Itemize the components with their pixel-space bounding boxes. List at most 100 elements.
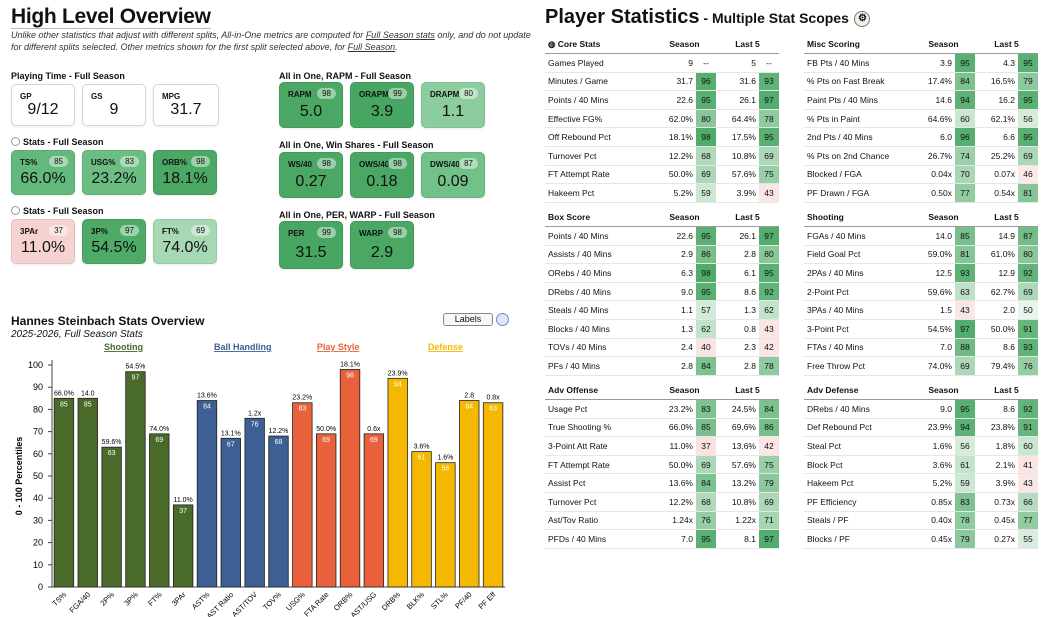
last5-percentile: 43 (759, 183, 779, 203)
season-percentile: 95 (696, 529, 716, 549)
stat-name: % Pts on Fast Break (804, 72, 912, 92)
season-header[interactable]: Season (653, 208, 716, 228)
card-value: 74.0% (162, 239, 208, 256)
bar-pf-40 (459, 400, 480, 588)
last5-percentile: 78 (759, 356, 779, 376)
last5-percentile: 62 (759, 300, 779, 321)
season-value: 14.0 (912, 226, 955, 246)
group-label-defense[interactable]: Defense (428, 342, 463, 352)
table-advo: Adv Offense Season Last 5 Usage Pct 23.2% 83 2… (545, 381, 779, 549)
table-shoot: Shooting Season Last 5 FGAs / 40 Mins 14.0 85… (804, 208, 1038, 376)
last5-percentile: 80 (759, 245, 779, 265)
season-percentile: 84 (696, 473, 716, 494)
stat-name: FB Pts / 40 Mins (804, 53, 912, 73)
stat-name: Hakeem Pct (804, 473, 912, 494)
bar-ft- (149, 433, 170, 588)
last5-value: 31.6 (716, 72, 759, 92)
y-tick-label: 100 (28, 360, 43, 370)
season-percentile: 93 (955, 263, 975, 283)
last5-header[interactable]: Last 5 (716, 208, 779, 228)
table-row: True Shooting % 66.0% 85 69.6% 86 (545, 418, 779, 438)
table-title: ◍ Core Stats (545, 35, 653, 55)
season-value: 1.5 (912, 300, 955, 321)
season-percentile: 88 (955, 338, 975, 358)
group-label-play-style[interactable]: Play Style (317, 342, 360, 352)
last5-header[interactable]: Last 5 (716, 381, 779, 401)
season-header[interactable]: Season (912, 208, 975, 228)
season-header[interactable]: Season (653, 35, 716, 55)
season-header[interactable]: Season (653, 381, 716, 401)
stat-name: Minutes / Game (545, 72, 653, 92)
overview-note: Unlike other statistics that adjust with… (11, 30, 531, 52)
table-row: Free Throw Pct 74.0% 69 79.4% 76 (804, 356, 1038, 376)
stat-name: % Pts on 2nd Chance (804, 146, 912, 166)
season-percentile: 69 (955, 356, 975, 376)
last5-header[interactable]: Last 5 (975, 208, 1038, 228)
last5-percentile: 95 (759, 263, 779, 283)
last5-header[interactable]: Last 5 (975, 35, 1038, 55)
stats-title-2[interactable]: Stats - Full Season (11, 206, 104, 216)
season-percentile: 95 (696, 226, 716, 246)
table-row: 3PAs / 40 Mins 1.5 43 2.0 50 (804, 300, 1038, 321)
table-row: Ast/Tov Ratio 1.24x 76 1.22x 71 (545, 511, 779, 531)
bar-stl- (435, 462, 456, 588)
stat-name: FGAs / 40 Mins (804, 226, 912, 246)
bar-3par (172, 504, 194, 588)
table-row: Turnover Pct 12.2% 68 10.8% 69 (545, 492, 779, 512)
last5-value: 1.22x (716, 511, 759, 531)
table-row: Minutes / Game 31.7 96 31.6 93 (545, 72, 779, 92)
y-axis-label: 0 - 100 Percentiles (14, 437, 24, 516)
stats-title-1[interactable]: Stats - Full Season (11, 137, 104, 147)
last5-header[interactable]: Last 5 (716, 35, 779, 55)
labels-button[interactable]: Labels (443, 313, 493, 326)
stats2-card-ft-: FT% 69 74.0% (153, 219, 217, 264)
last5-header[interactable]: Last 5 (975, 381, 1038, 401)
card-percentile: 98 (317, 158, 336, 169)
group-label-ball-handling[interactable]: Ball Handling (214, 342, 272, 352)
season-percentile: 80 (696, 109, 716, 129)
note-link-full-season[interactable]: Full Season (347, 41, 396, 52)
table-row: Paint Pts / 40 Mins 14.6 94 16.2 95 (804, 90, 1038, 110)
last5-percentile: 41 (1018, 455, 1038, 475)
note-link-full-season-stats[interactable]: Full Season stats (365, 30, 435, 40)
season-value: 9 (653, 53, 696, 73)
y-tick-label: 70 (33, 427, 43, 437)
group-label-shooting[interactable]: Shooting (104, 342, 143, 352)
season-value: 0.50x (912, 183, 955, 203)
stat-name: FT Attempt Rate (545, 165, 653, 185)
season-value: 54.5% (912, 319, 955, 339)
last5-percentile: 92 (759, 282, 779, 302)
stat-name: Field Goal Pct (804, 245, 912, 265)
season-header[interactable]: Season (912, 35, 975, 55)
season-header[interactable]: Season (912, 381, 975, 401)
season-percentile: 84 (955, 72, 975, 92)
season-percentile: 40 (696, 338, 716, 358)
card-label: DRAPM (430, 90, 460, 99)
card-label: USG% (91, 158, 116, 167)
stat-name: PFs / 40 Mins (545, 356, 653, 376)
radio-icon[interactable] (11, 206, 20, 215)
radio-icon[interactable] (11, 137, 20, 146)
last5-value: 57.6% (716, 455, 759, 475)
gp-card: GP 9/12 (11, 84, 75, 126)
season-value: 18.1% (653, 127, 696, 148)
player-stats-title: Player Statistics - Multiple Stat Scopes… (545, 6, 871, 29)
help-icon[interactable]: ⚙ (854, 11, 871, 27)
table-core: ◍ Core Stats Season Last 5 Games Played 9 -- 5… (545, 35, 779, 203)
bar-percentile-label: 83 (298, 406, 306, 413)
stat-name: Def Rebound Pct (804, 418, 912, 438)
table-row: FT Attempt Rate 50.0% 69 57.6% 75 (545, 455, 779, 475)
table-row: Block Pct 3.6% 61 2.1% 41 (804, 455, 1038, 475)
season-value: 12.2% (653, 146, 696, 166)
last5-value: 13.2% (716, 473, 759, 494)
season-value: 0.85x (912, 492, 955, 512)
last5-value: 10.8% (716, 492, 759, 512)
last5-value: 8.6 (975, 399, 1018, 419)
x-tick-label: FTA Rate (302, 590, 330, 617)
season-value: 26.7% (912, 146, 955, 166)
last5-value: 57.6% (716, 165, 759, 185)
season-value: 1.3 (653, 319, 696, 339)
labels-toggle-icon[interactable] (496, 313, 509, 326)
card-value: 31.5 (295, 244, 327, 261)
stat-name: Free Throw Pct (804, 356, 912, 376)
